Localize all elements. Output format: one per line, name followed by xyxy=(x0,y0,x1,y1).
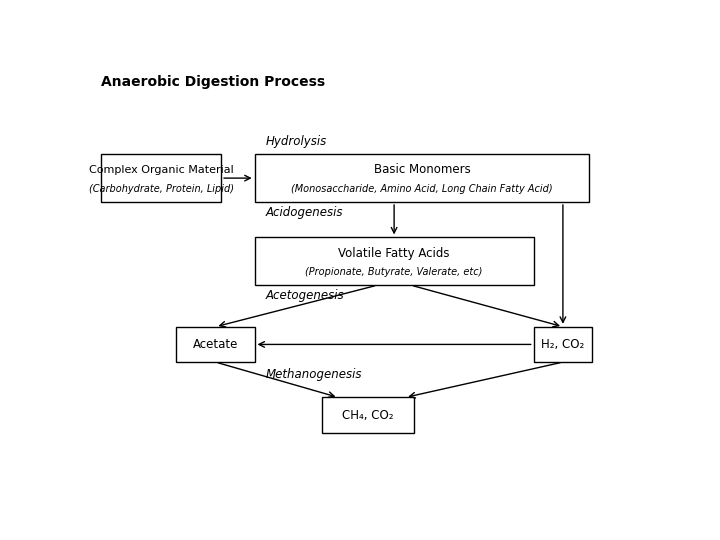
Text: (Propionate, Butyrate, Valerate, etc): (Propionate, Butyrate, Valerate, etc) xyxy=(305,267,483,277)
Bar xyxy=(255,238,534,285)
Text: Methanogenesis: Methanogenesis xyxy=(266,368,362,381)
Bar xyxy=(255,154,590,202)
Text: Complex Organic Material: Complex Organic Material xyxy=(89,165,233,175)
Text: Basic Monomers: Basic Monomers xyxy=(374,164,470,177)
Text: Acetate: Acetate xyxy=(193,338,238,351)
Text: Hydrolysis: Hydrolysis xyxy=(266,135,327,148)
Text: CH₄, CO₂: CH₄, CO₂ xyxy=(342,409,393,422)
Text: (Monosaccharide, Amino Acid, Long Chain Fatty Acid): (Monosaccharide, Amino Acid, Long Chain … xyxy=(291,184,553,194)
Text: H₂, CO₂: H₂, CO₂ xyxy=(541,338,585,351)
Bar xyxy=(534,327,593,362)
Bar xyxy=(322,397,413,433)
Text: Anaerobic Digestion Process: Anaerobic Digestion Process xyxy=(101,75,325,89)
Bar xyxy=(176,327,255,362)
Text: Acetogenesis: Acetogenesis xyxy=(266,289,344,302)
Bar xyxy=(101,154,221,202)
Text: (Carbohydrate, Protein, Lipid): (Carbohydrate, Protein, Lipid) xyxy=(89,184,234,194)
Text: Acidogenesis: Acidogenesis xyxy=(266,206,343,219)
Text: Volatile Fatty Acids: Volatile Fatty Acids xyxy=(338,247,450,260)
